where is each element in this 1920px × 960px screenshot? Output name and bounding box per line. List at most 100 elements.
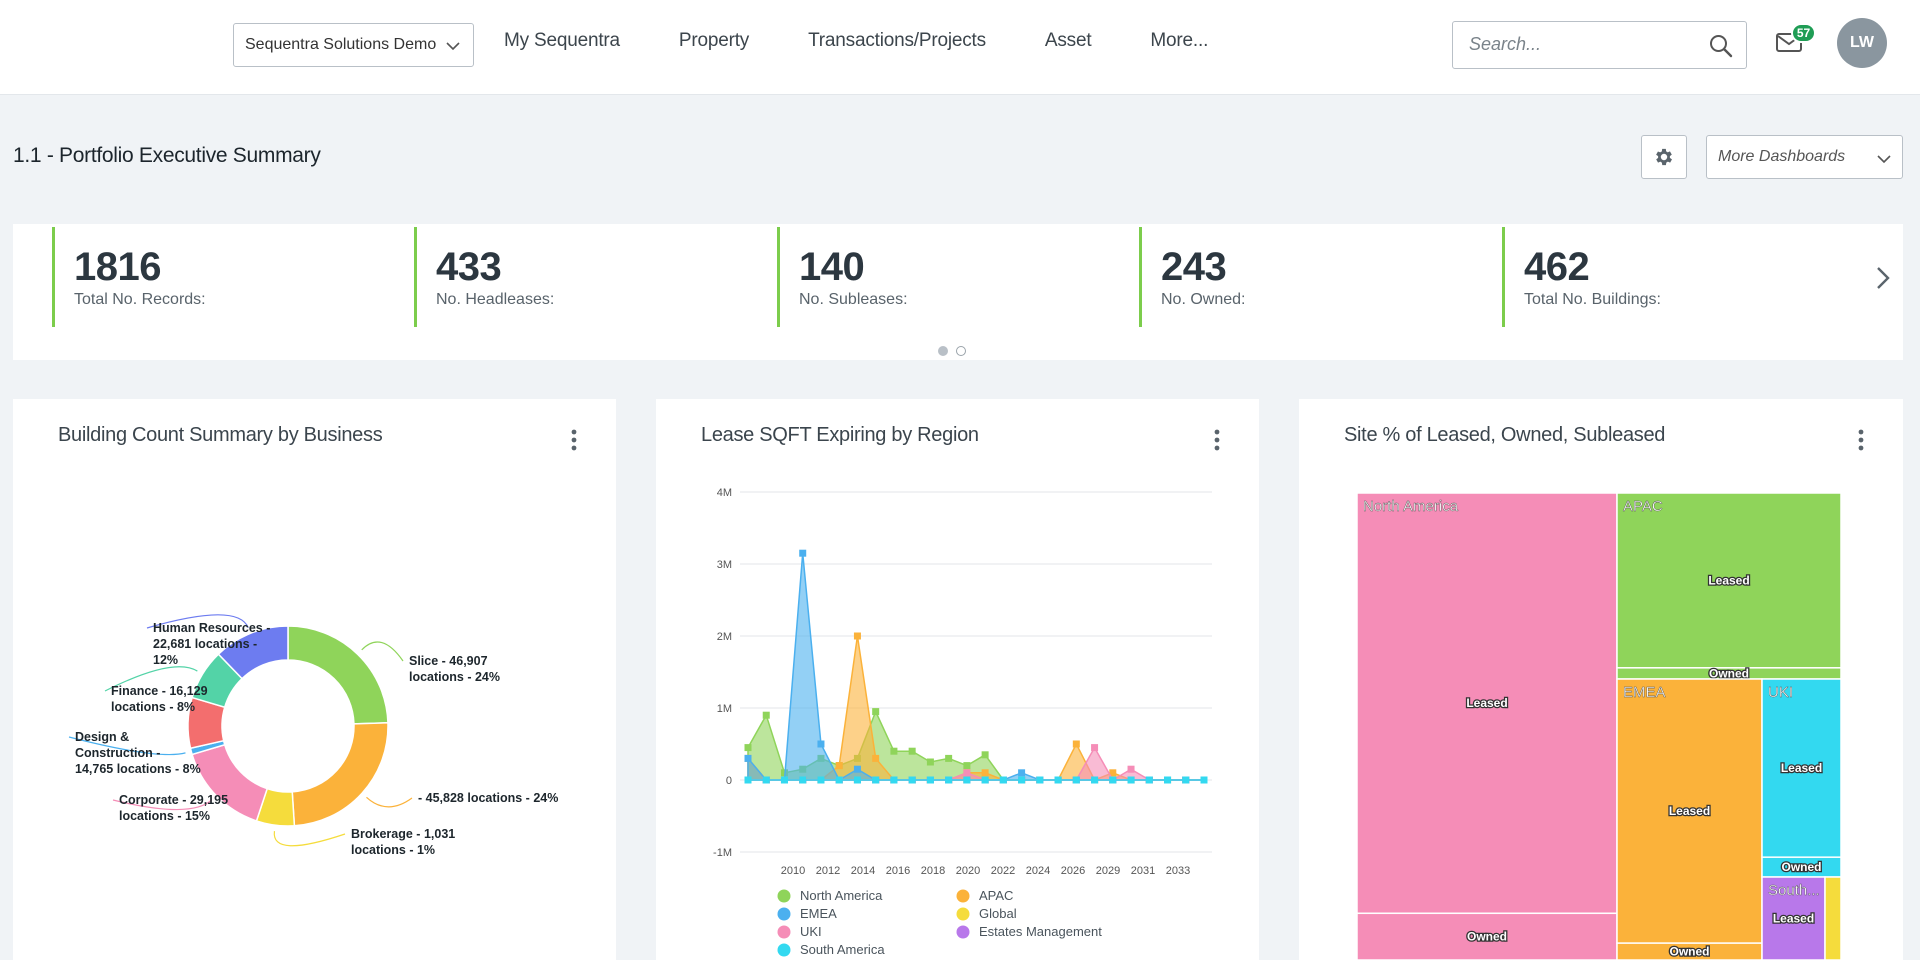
carousel-dot-2[interactable] — [956, 346, 966, 356]
kpi-carousel: 1816 Total No. Records: 433 No. Headleas… — [13, 224, 1903, 360]
data-point — [1109, 776, 1117, 784]
donut-leader-line — [361, 641, 404, 662]
y-tick-label: -1M — [713, 847, 732, 859]
data-point — [817, 776, 825, 784]
donut-leader-line — [273, 831, 346, 847]
donut-label-line: Human Resources - — [153, 621, 270, 635]
legend-label: APAC — [979, 888, 1013, 903]
kpi-label: No. Subleases: — [799, 291, 908, 308]
legend-label: South America — [800, 942, 885, 957]
data-point — [1200, 776, 1208, 784]
data-point — [872, 776, 880, 784]
treemap-cell — [1356, 912, 1618, 960]
carousel-dot-1[interactable] — [938, 346, 948, 356]
top-navigation-bar: Sequentra Solutions Demo My Sequentra Pr… — [0, 0, 1920, 95]
search-input[interactable] — [1469, 34, 1689, 55]
data-point — [1091, 744, 1099, 752]
treemap-region-label: APAC — [1623, 498, 1663, 515]
data-point — [1127, 776, 1135, 784]
kpi-headleases: 433 No. Headleases: — [414, 227, 554, 327]
data-point — [835, 762, 843, 770]
x-tick-label: 2033 — [1166, 865, 1190, 877]
x-tick-label: 2014 — [851, 865, 875, 877]
legend-swatch — [777, 943, 791, 957]
y-tick-label: 2M — [717, 631, 732, 643]
kpi-subleases: 140 No. Subleases: — [777, 227, 908, 327]
nav-asset[interactable]: Asset — [1044, 30, 1092, 51]
series-area — [747, 553, 1204, 782]
carousel-next-icon[interactable] — [1873, 264, 1893, 292]
data-point — [1036, 776, 1044, 784]
data-point — [1054, 776, 1062, 784]
y-tick-label: 0 — [726, 775, 732, 787]
donut-slice-label: - 45,828 locations - 24% — [418, 791, 558, 805]
kebab-menu-icon[interactable] — [1213, 429, 1221, 451]
donut-slice-label: Design & Construction - 14,765 locations -… — [75, 730, 201, 776]
nav-my-sequentra[interactable]: My Sequentra — [504, 30, 620, 51]
data-point — [945, 754, 953, 762]
treemap-cell — [1616, 678, 1763, 944]
data-point — [1127, 765, 1135, 773]
data-point — [1018, 776, 1026, 784]
data-point — [981, 769, 989, 777]
donut-leader-line — [104, 666, 198, 692]
search-icon[interactable] — [1708, 33, 1734, 59]
search-box — [1452, 21, 1747, 69]
treemap-cell — [1761, 876, 1826, 960]
organization-select-value: Sequentra Solutions Demo — [245, 36, 437, 53]
data-point — [999, 776, 1007, 784]
y-tick-label: 3M — [717, 559, 732, 571]
chevron-down-icon — [446, 42, 460, 51]
donut-slice-label: Human Resources - 22,681 locations - 12% — [153, 621, 270, 667]
carousel-pagination — [938, 346, 966, 356]
x-tick-label: 2026 — [1061, 865, 1085, 877]
kpi-value: 243 — [1161, 245, 1227, 289]
treemap-region-label: North America — [1363, 498, 1459, 515]
legend-swatch — [956, 907, 970, 921]
data-point — [926, 776, 934, 784]
kpi-owned: 243 No. Owned: — [1139, 227, 1245, 327]
treemap-cell — [1824, 876, 1842, 960]
building-count-donut-chart: Slice - 46,907 locations - 24% - 45,828 l… — [68, 614, 558, 857]
more-dashboards-value: More Dashboards — [1718, 148, 1846, 165]
x-tick-label: 2024 — [1026, 865, 1050, 877]
donut-slice-label: Brokerage - 1,031 locations - 1% — [351, 827, 455, 857]
more-dashboards-select[interactable]: More Dashboards — [1706, 135, 1903, 179]
kpi-label: Total No. Records: — [74, 291, 206, 308]
treemap-cell-label: Owned — [1669, 945, 1709, 959]
kebab-menu-icon[interactable] — [1857, 429, 1865, 451]
donut-slice — [287, 625, 389, 725]
data-point — [963, 769, 971, 777]
dashboard-settings-button[interactable] — [1641, 135, 1687, 179]
x-tick-label: 2010 — [781, 865, 805, 877]
data-point — [926, 758, 934, 766]
kebab-menu-icon[interactable] — [570, 429, 578, 451]
donut-label-line: Slice - 46,907 — [409, 654, 488, 668]
data-point — [744, 776, 752, 784]
donut-label-line: locations - 15% — [119, 809, 210, 823]
legend-swatch — [956, 925, 970, 939]
treemap-cell — [1356, 492, 1618, 915]
data-point — [1182, 776, 1190, 784]
data-point — [853, 632, 861, 640]
data-point — [1072, 740, 1080, 748]
legend-label: UKI — [800, 924, 822, 939]
nav-transactions-projects[interactable]: Transactions/Projects — [808, 30, 986, 51]
nav-more[interactable]: More... — [1150, 30, 1209, 51]
data-point — [817, 740, 825, 748]
organization-select[interactable]: Sequentra Solutions Demo — [233, 23, 474, 67]
nav-property[interactable]: Property — [678, 30, 750, 51]
donut-label-line: 14,765 locations - 8% — [75, 762, 201, 776]
data-point — [853, 776, 861, 784]
kpi-value: 1816 — [74, 245, 161, 289]
data-point — [1072, 776, 1080, 784]
x-tick-label: 2022 — [991, 865, 1015, 877]
donut-label-line: - 45,828 locations - 24% — [418, 791, 558, 805]
data-point — [981, 776, 989, 784]
data-point — [835, 776, 843, 784]
lease-sqft-card: Lease SQFT Expiring by Region 4M 3M 2M 1M 0 -… — [656, 399, 1259, 960]
x-tick-label: 2016 — [886, 865, 910, 877]
card-title: Site % of Leased, Owned, Subleased — [1344, 424, 1666, 446]
y-tick-label: 1M — [717, 703, 732, 715]
user-avatar[interactable]: LW — [1837, 18, 1887, 68]
